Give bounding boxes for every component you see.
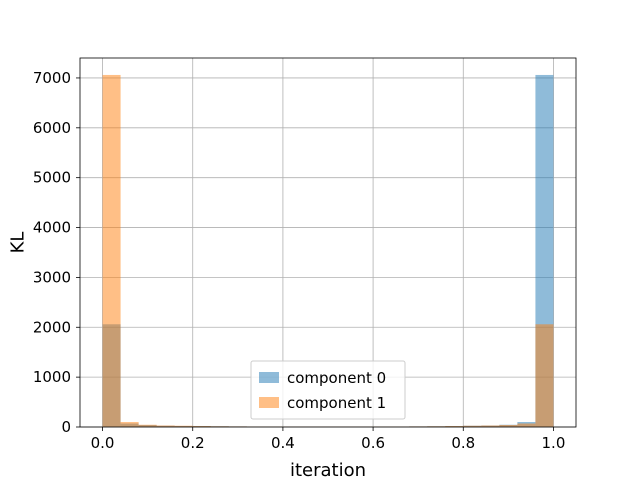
y-tick-label: 1000 — [33, 368, 71, 386]
x-tick-label: 0.8 — [451, 434, 475, 452]
plot-frame — [79, 57, 577, 428]
x-axis-label: iteration — [290, 460, 366, 480]
y-tick-label: 4000 — [33, 219, 71, 237]
bar-component-1 — [517, 423, 536, 427]
x-tick-label: 0.0 — [91, 434, 115, 452]
bar-component-1 — [120, 422, 139, 427]
bar-component-1 — [174, 425, 193, 427]
bar-component-1 — [445, 426, 464, 427]
y-tick-label: 7000 — [33, 69, 71, 87]
x-tick-label: 0.6 — [361, 434, 385, 452]
bar-component-1 — [192, 426, 211, 427]
legend-swatch-component-1 — [259, 397, 279, 408]
legend-label-component-1: component 1 — [287, 394, 386, 412]
y-tick-label: 5000 — [33, 169, 71, 187]
y-tick-label: 3000 — [33, 268, 71, 286]
bar-component-1 — [138, 424, 157, 427]
y-axis-label: KL — [7, 232, 28, 254]
legend: component 0 component 1 — [250, 360, 406, 420]
bar-component-1 — [481, 425, 500, 427]
x-tick-label: 0.4 — [271, 434, 295, 452]
bar-component-1 — [535, 324, 554, 427]
histogram-bars — [102, 74, 554, 428]
y-tick-label: 2000 — [33, 318, 71, 336]
legend-swatch-component-0 — [259, 372, 279, 383]
y-tick-label: 6000 — [33, 119, 71, 137]
bar-component-1 — [156, 425, 175, 427]
axis-ticks: 0.0 0.2 0.4 0.6 0.8 1.0 0 1000 2000 3000 4000 5000 6… — [33, 69, 566, 452]
bar-component-1 — [463, 425, 482, 427]
legend-label-component-0: component 0 — [287, 369, 386, 387]
bar-component-1 — [499, 425, 518, 427]
bar-component-1 — [102, 74, 121, 428]
legend-box — [250, 360, 406, 420]
x-tick-label: 0.2 — [181, 434, 205, 452]
y-tick-label: 0 — [61, 418, 71, 436]
x-tick-label: 1.0 — [542, 434, 566, 452]
